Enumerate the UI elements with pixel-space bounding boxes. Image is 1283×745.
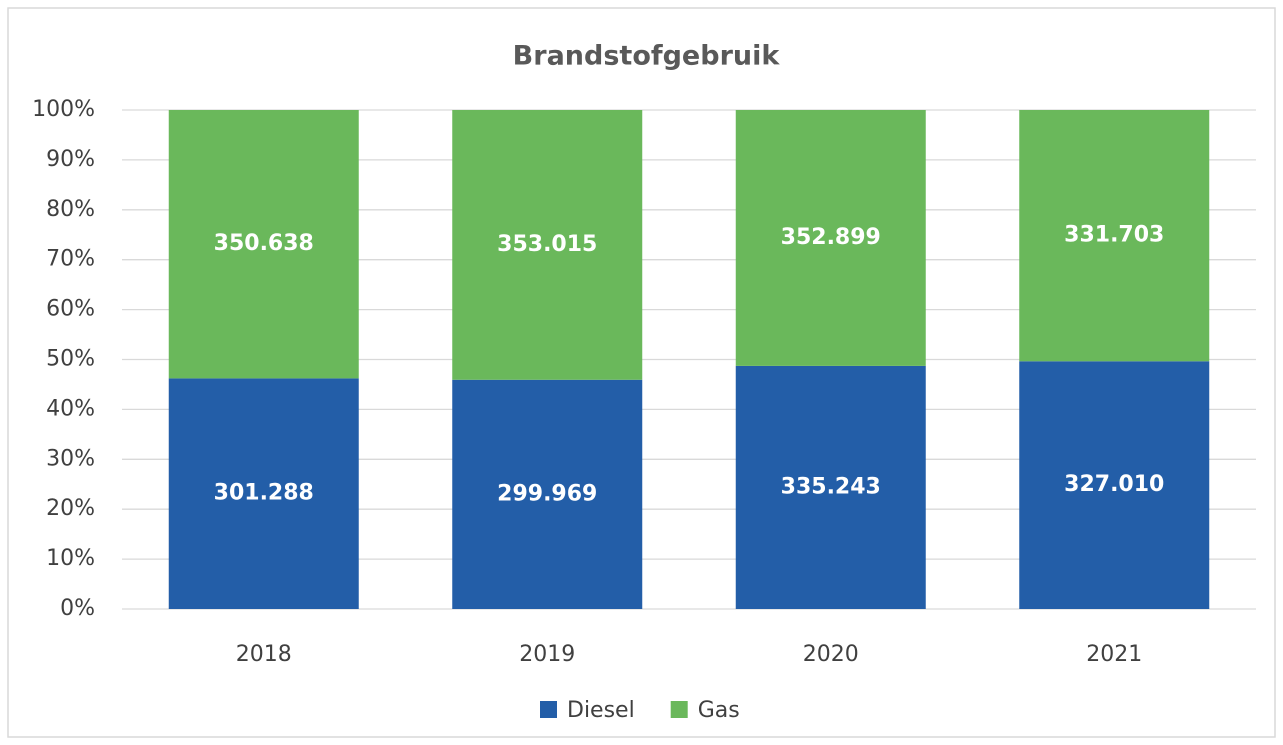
data-label: 350.638 xyxy=(214,231,314,256)
x-tick-label: 2019 xyxy=(519,642,575,667)
data-label: 335.243 xyxy=(781,474,881,499)
bar-segment xyxy=(735,110,926,366)
x-tick-label: 2021 xyxy=(1086,642,1142,667)
y-tick-label: 90% xyxy=(46,147,95,172)
x-tick-label: 2020 xyxy=(803,642,859,667)
legend-label: Diesel xyxy=(567,698,635,723)
bar-segment xyxy=(1019,361,1210,609)
bar-segment xyxy=(735,365,926,609)
x-tick-label: 2018 xyxy=(236,642,292,667)
legend-swatch xyxy=(670,701,688,718)
data-label: 299.969 xyxy=(497,481,597,506)
bar-segment xyxy=(168,378,359,609)
bar-segment xyxy=(452,379,643,609)
legend-label: Gas xyxy=(698,698,740,723)
y-tick-label: 50% xyxy=(46,347,95,372)
y-tick-label: 80% xyxy=(46,197,95,222)
data-label: 352.899 xyxy=(781,225,881,250)
data-label: 353.015 xyxy=(497,232,597,257)
y-tick-label: 0% xyxy=(60,596,95,621)
y-tick-label: 100% xyxy=(32,97,95,122)
bar-segment xyxy=(1019,110,1210,362)
y-tick-label: 60% xyxy=(46,297,95,322)
chart-title: Brandstofgebruik xyxy=(513,41,781,72)
y-tick-label: 40% xyxy=(46,396,95,421)
y-tick-label: 30% xyxy=(46,446,95,471)
data-label: 327.010 xyxy=(1064,472,1164,497)
y-tick-label: 70% xyxy=(46,247,95,272)
data-label: 301.288 xyxy=(214,481,314,506)
y-tick-label: 10% xyxy=(46,546,95,571)
data-label: 331.703 xyxy=(1064,223,1164,248)
bar-segment xyxy=(168,110,359,379)
legend-swatch xyxy=(540,701,557,718)
bar-segment xyxy=(452,110,643,380)
y-tick-label: 20% xyxy=(46,496,95,521)
